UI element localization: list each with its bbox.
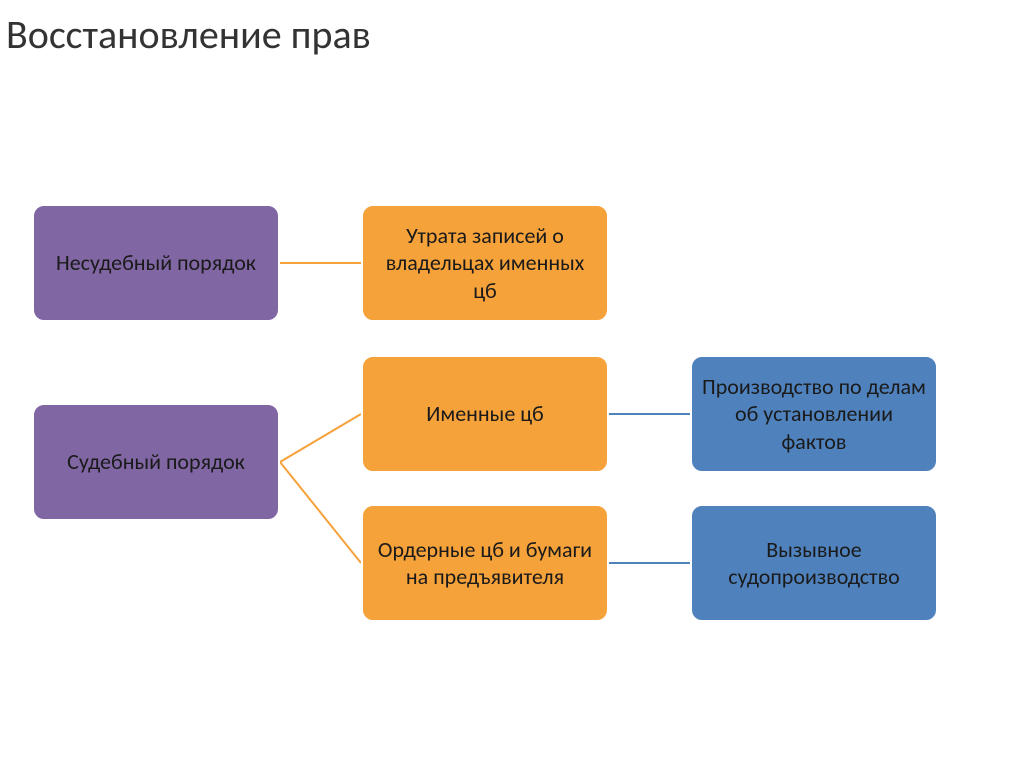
- node-loss-of-records: Утрата записей о владельцах именных цб: [361, 204, 609, 322]
- diagram-canvas: Восстановление прав Несудебный порядок У…: [0, 0, 1024, 767]
- page-title: Восстановление прав: [6, 10, 371, 59]
- edge-judicial-named: [280, 414, 361, 462]
- node-named-securities: Именные цб: [361, 355, 609, 473]
- node-facts-proceedings: Производство по делам об установлении фа…: [690, 355, 938, 473]
- node-call-proceedings: Вызывное судопроизводство: [690, 504, 938, 622]
- node-order-bearer: Ордерные цб и бумаги на предъявителя: [361, 504, 609, 622]
- node-judicial: Судебный порядок: [32, 403, 280, 521]
- edge-judicial-order: [280, 462, 361, 563]
- node-nonjudicial: Несудебный порядок: [32, 204, 280, 322]
